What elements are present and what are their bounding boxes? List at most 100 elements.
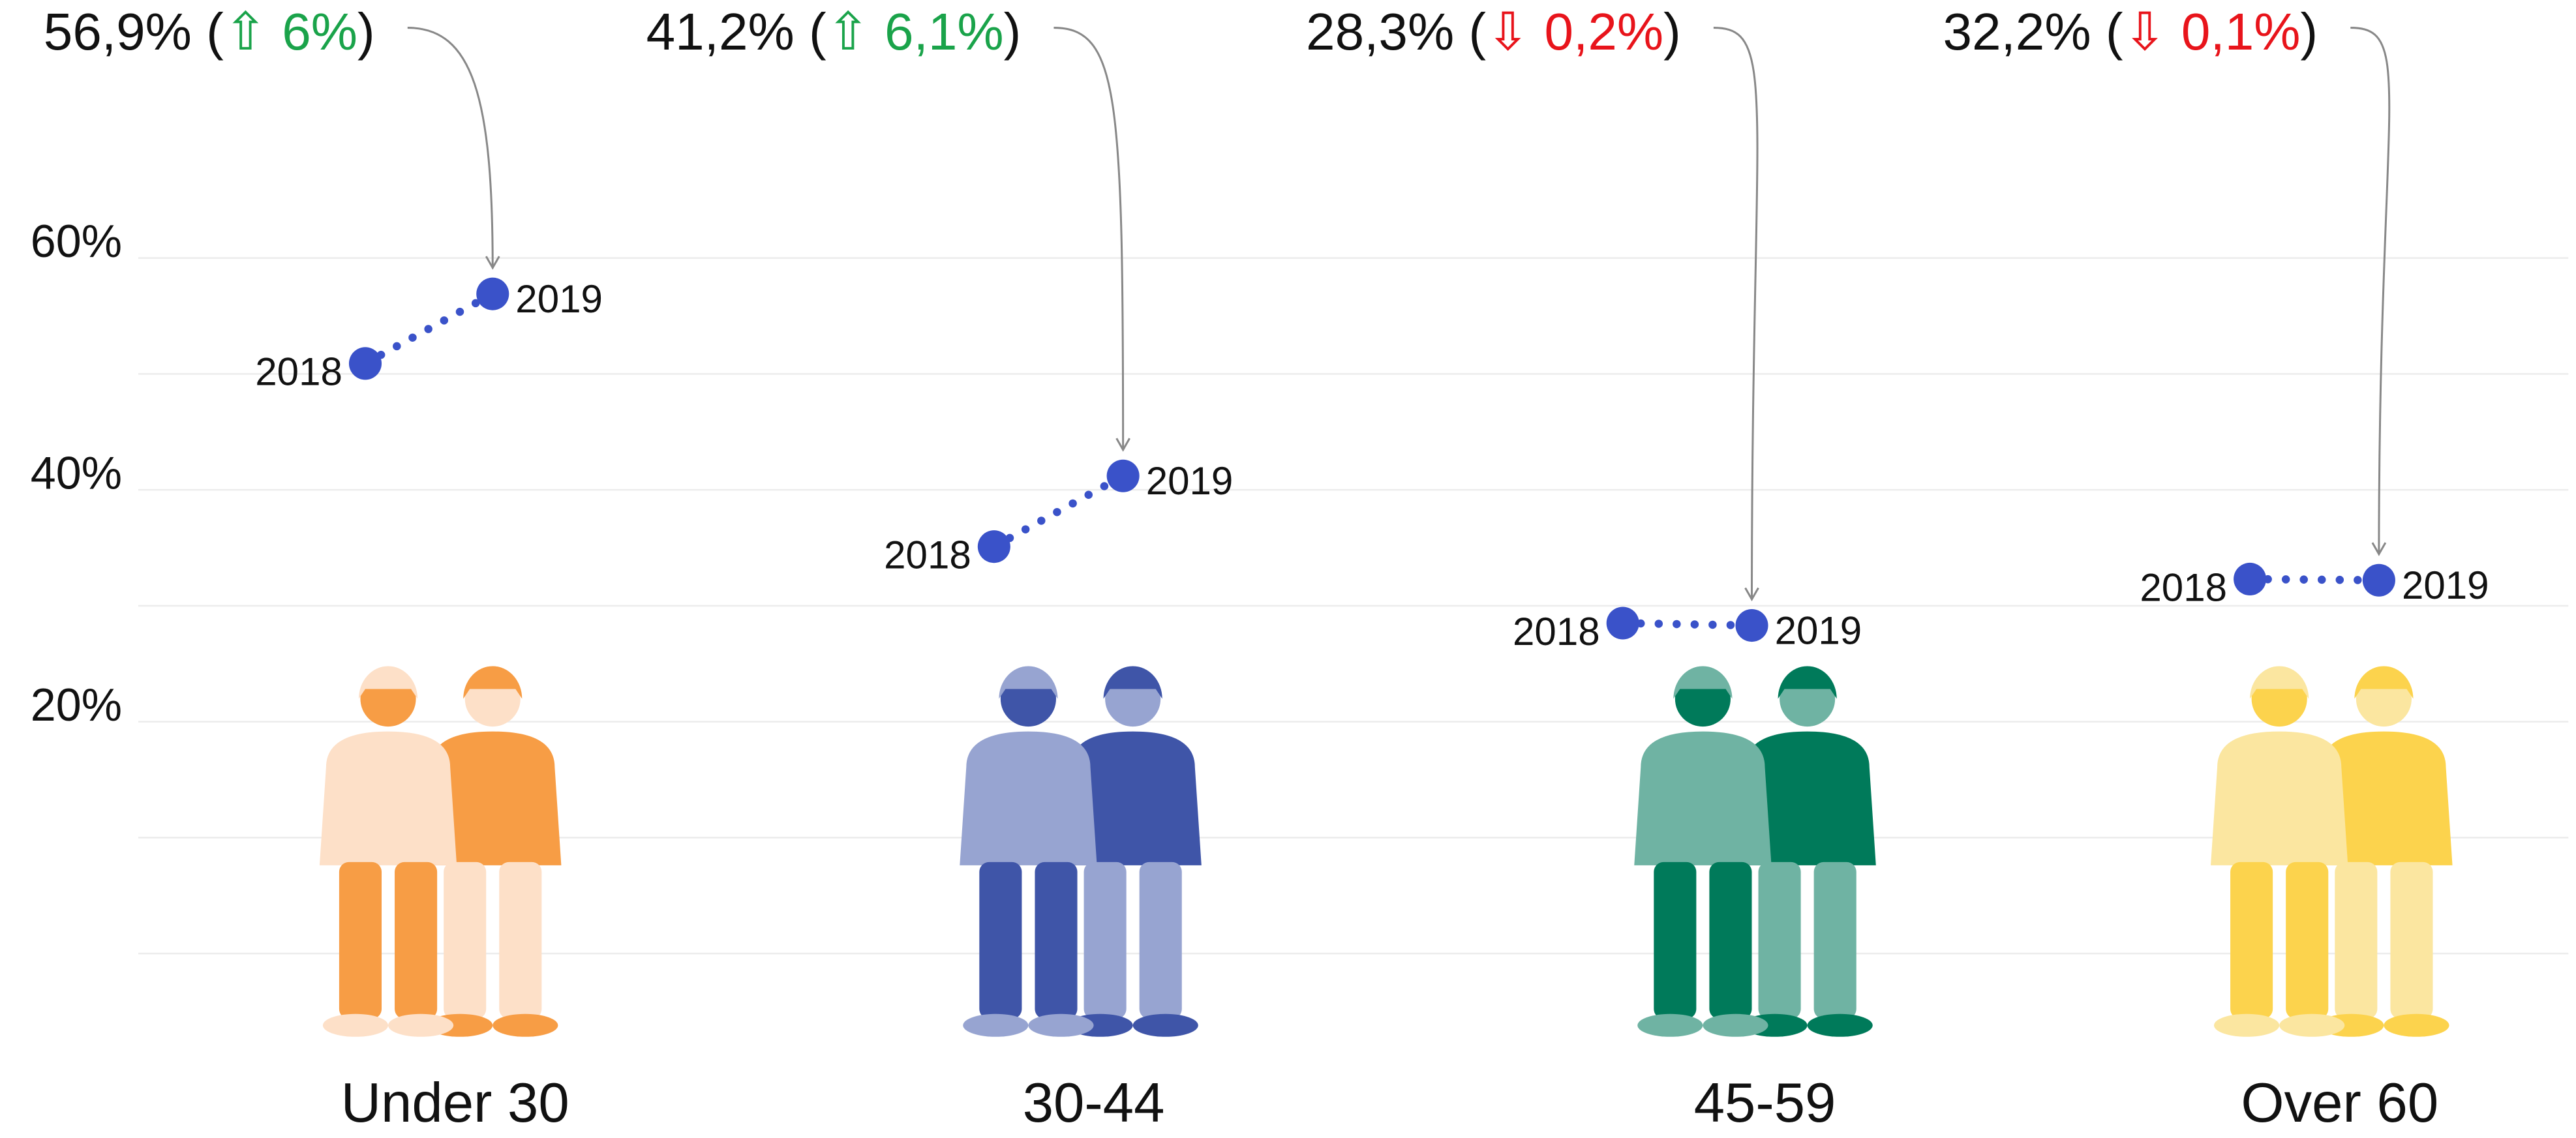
figure-leg (1035, 861, 1078, 1019)
dot-label: 2019 (2402, 563, 2489, 607)
dot-label: 2018 (1513, 610, 1600, 653)
dot-2018 (2234, 562, 2267, 595)
figure-torso (1738, 731, 1876, 865)
dot-2019 (2362, 563, 2395, 597)
figure-shoe (492, 1013, 558, 1037)
figure-torso (1634, 731, 1772, 865)
annotation: 56,9% (⇧ 6%) (44, 2, 375, 61)
connector (2245, 575, 2384, 584)
figure-leg (2286, 861, 2329, 1019)
annotation-arrow (1713, 27, 1759, 599)
figure-shoe (1703, 1013, 1768, 1037)
annotation-change: ⇧ 6% (224, 2, 357, 61)
figure-leg (395, 861, 438, 1019)
dot-label: 2019 (515, 277, 603, 321)
figure-leg (1654, 861, 1697, 1019)
figure-shoe (1028, 1013, 1094, 1037)
dot-2019 (1106, 459, 1140, 492)
category-label: 45-59 (1694, 1072, 1836, 1134)
annotation: 28,3% (⇩ 0,2%) (1306, 2, 1681, 61)
figure-hair (463, 666, 523, 699)
figure-torso (1064, 731, 1202, 865)
annotation-change: ⇩ 0,2% (1486, 2, 1663, 61)
annotation-suffix: ) (357, 2, 375, 61)
category-label: Over 60 (2241, 1072, 2438, 1134)
dot-label: 2019 (1146, 459, 1234, 503)
annotation-suffix: ) (1004, 2, 1022, 61)
figure-leg (2335, 861, 2378, 1019)
figure-leg (499, 861, 542, 1019)
figure-leg (444, 861, 487, 1019)
annotation-arrow (1053, 27, 1125, 450)
figure-leg (1709, 861, 1752, 1019)
dot-2018 (348, 347, 382, 380)
figure-leg (979, 861, 1022, 1019)
arrow-head (2371, 542, 2387, 556)
category-label: Under 30 (341, 1072, 569, 1134)
figure-shoe (2384, 1013, 2449, 1037)
arrow-head (485, 256, 500, 270)
figure-leg (2230, 861, 2273, 1019)
annotation: 41,2% (⇧ 6,1%) (646, 2, 1022, 61)
figure-couple (319, 666, 562, 1037)
annotation-change: ⇩ 0,1% (2123, 2, 2301, 61)
dot-label: 2018 (884, 533, 971, 577)
annotation-value: 41,2% ( (646, 2, 826, 61)
dot-label: 2018 (2140, 565, 2227, 609)
figure-couple (2211, 666, 2453, 1037)
figure-shoe (1637, 1013, 1703, 1037)
annotation-change: ⇧ 6,1% (826, 2, 1004, 61)
dot-label: 2019 (1775, 608, 1862, 652)
arrow-head (1115, 438, 1130, 452)
figure-leg (1758, 861, 1801, 1019)
figure-torso (960, 731, 1097, 865)
connector (990, 472, 1127, 551)
dot-label: 2018 (255, 350, 342, 394)
annotation-arrow (2350, 27, 2391, 554)
figure-hair (999, 666, 1058, 699)
dot-2019 (476, 277, 509, 310)
dot-2019 (1735, 609, 1768, 642)
dot-2018 (977, 530, 1010, 563)
annotation: 32,2% (⇩ 0,1%) (1943, 2, 2318, 61)
figure-torso (424, 731, 562, 865)
y-tick-label: 40% (31, 448, 122, 499)
figure-couple (960, 666, 1202, 1037)
figure-leg (339, 861, 382, 1019)
figure-torso (2315, 731, 2453, 865)
figure-leg (2390, 861, 2433, 1019)
figure-shoe (388, 1013, 454, 1037)
figure-hair (358, 666, 418, 699)
figure-hair (1103, 666, 1162, 699)
figure-torso (319, 731, 457, 865)
figure-leg (1139, 861, 1182, 1019)
annotation-suffix: ) (2301, 2, 2318, 61)
annotation-value: 56,9% ( (44, 2, 224, 61)
figure-hair (2354, 666, 2414, 699)
figure-shoe (1132, 1013, 1198, 1037)
figure-shoe (2279, 1013, 2345, 1037)
figure-hair (1778, 666, 1837, 699)
figure-leg (1813, 861, 1856, 1019)
arrow-head (1744, 587, 1759, 602)
figure-shoe (963, 1013, 1029, 1037)
figure-hair (1673, 666, 1733, 699)
annotation-value: 28,3% ( (1306, 2, 1486, 61)
connector (1618, 619, 1756, 630)
annotation-suffix: ) (1663, 2, 1681, 61)
figure-couple (1634, 666, 1876, 1037)
y-tick-label: 20% (31, 680, 122, 730)
connector (361, 290, 497, 368)
figure-torso (2211, 731, 2348, 865)
dot-2018 (1606, 606, 1639, 640)
y-tick-label: 60% (31, 216, 122, 267)
annotation-value: 32,2% ( (1943, 2, 2123, 61)
annotation-arrow (407, 27, 494, 268)
category-label: 30-44 (1023, 1072, 1165, 1134)
figure-shoe (1807, 1013, 1873, 1037)
figure-shoe (2214, 1013, 2280, 1037)
figure-hair (2250, 666, 2309, 699)
figure-shoe (322, 1013, 389, 1037)
